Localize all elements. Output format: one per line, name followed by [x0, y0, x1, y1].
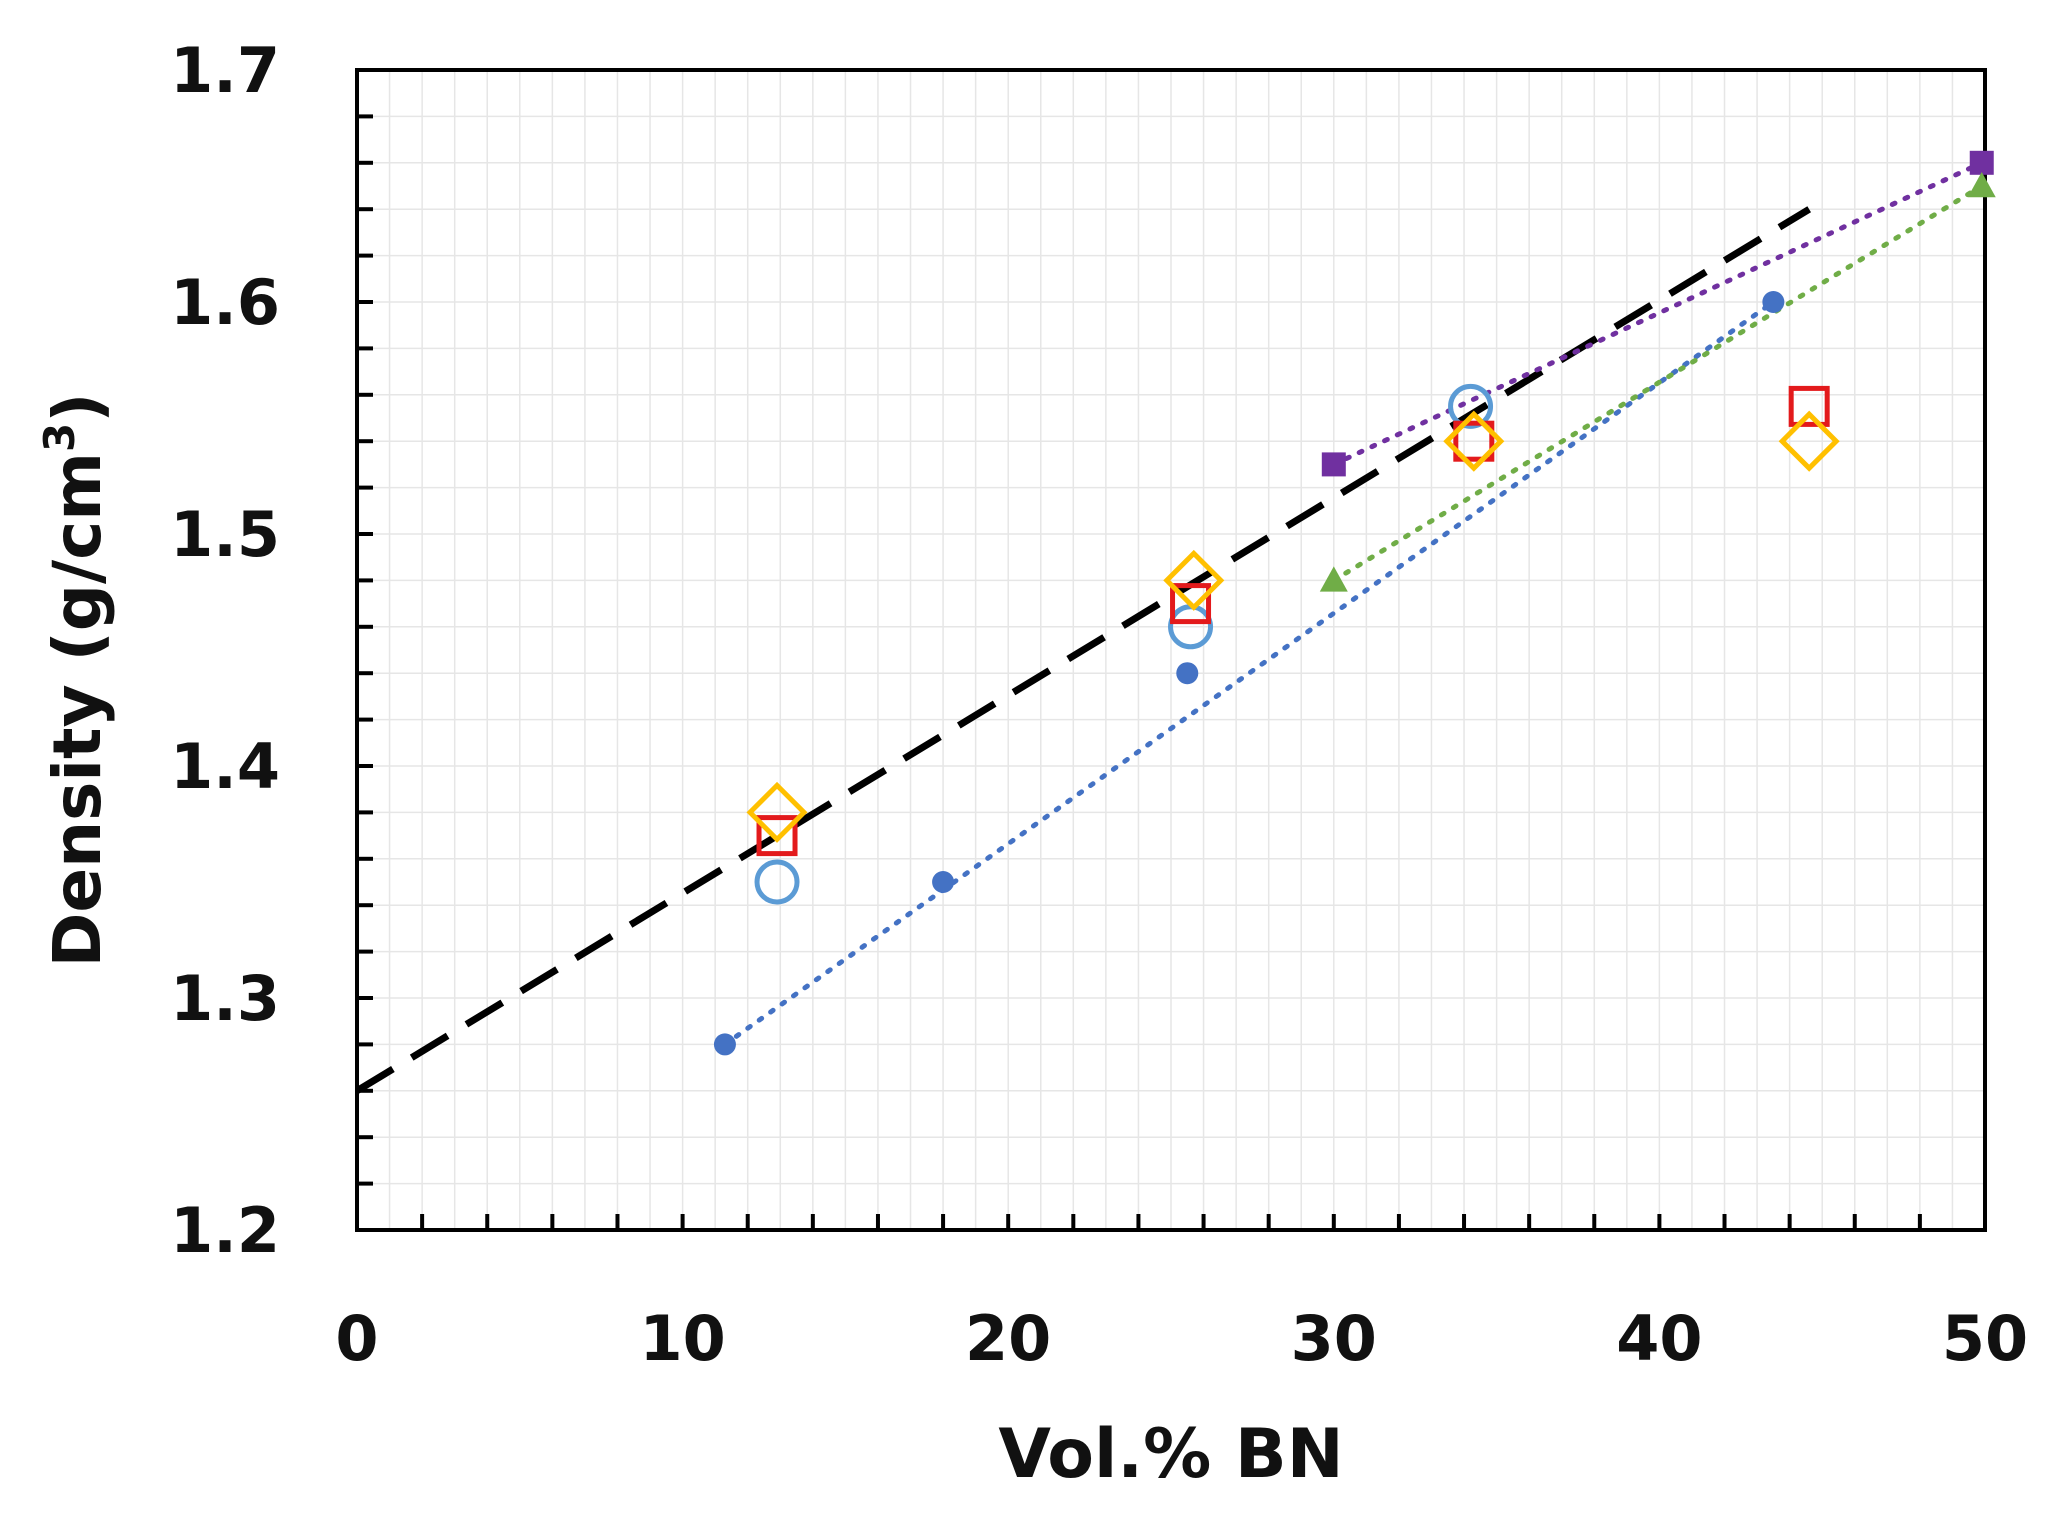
y-tick-label: 1.7: [170, 34, 280, 107]
y-axis-title-main: Density (g/cm: [39, 452, 116, 967]
axis-ticks: [357, 114, 1922, 1230]
data-point-open-square: [756, 815, 798, 857]
data-point-filled-square: [1321, 452, 1346, 477]
trend-lines: [355, 160, 1985, 1094]
trend-line: [722, 299, 1776, 1047]
data-point-filled-triangle: [1967, 172, 1996, 198]
data-point-open-diamond: [1443, 410, 1505, 472]
x-tick-label: 40: [1616, 1302, 1702, 1375]
y-tick-label: 1.5: [170, 498, 280, 571]
data-point-filled-triangle: [1319, 566, 1348, 592]
x-tick-label: 10: [639, 1302, 725, 1375]
y-tick-label: 1.3: [170, 962, 280, 1035]
y-axis-title: Density (g/cm3): [35, 393, 116, 968]
data-point-open-square: [1170, 583, 1212, 625]
y-tick-label: 1.2: [170, 1194, 280, 1267]
data-point-filled-circle: [713, 1033, 736, 1056]
data-point-filled-circle: [1176, 662, 1199, 685]
data-point-open-circle: [1448, 383, 1494, 429]
x-tick-label: 20: [965, 1302, 1051, 1375]
data-point-filled-square: [1969, 150, 1994, 175]
y-axis-title-close: ): [39, 393, 116, 423]
x-tick-label: 50: [1942, 1302, 2028, 1375]
data-point-open-circle: [754, 859, 800, 905]
data-point-filled-circle: [1762, 291, 1785, 313]
data-point-open-square: [1453, 420, 1495, 462]
data-point-filled-circle: [932, 871, 955, 893]
y-tick-label: 1.4: [170, 730, 280, 803]
y-axis-title-superscript: 3: [35, 423, 84, 452]
data-markers: [713, 150, 1996, 1056]
plot-area-frame: [355, 68, 1987, 1232]
grid: [357, 70, 1985, 1230]
data-point-open-diamond: [746, 781, 808, 843]
data-point-open-square: [1788, 385, 1830, 427]
x-tick-labels: 0 10 20 30 40 50: [335, 1302, 2028, 1375]
x-tick-label: 30: [1291, 1302, 1377, 1375]
y-tick-labels: 1.2 1.3 1.4 1.5 1.6 1.7: [170, 34, 280, 1267]
y-tick-label: 1.6: [170, 266, 280, 339]
data-point-open-diamond: [1778, 410, 1840, 472]
x-axis-title: Vol.% BN: [998, 1415, 1343, 1494]
x-tick-label: 0: [335, 1302, 378, 1375]
data-point-open-diamond: [1163, 549, 1225, 611]
trend-line: [1331, 183, 1985, 583]
